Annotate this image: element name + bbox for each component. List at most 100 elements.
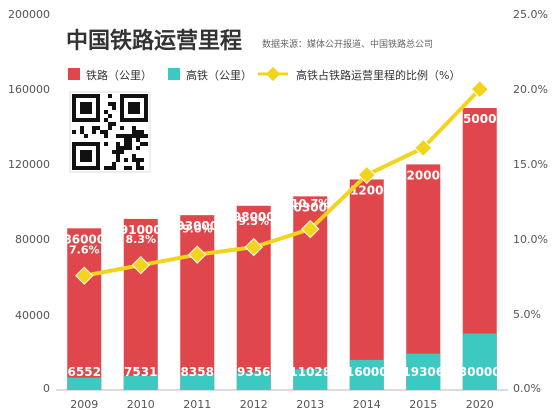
high-speed-bar xyxy=(180,374,215,390)
ratio-marker xyxy=(414,138,433,158)
legend-swatch-high-speed xyxy=(168,68,180,80)
railway-value-label: 93000 xyxy=(176,219,218,233)
qr-module xyxy=(100,130,104,134)
ratio-value-label: 14.3% xyxy=(348,143,386,156)
high-speed-bar xyxy=(236,372,271,390)
railway-bar xyxy=(180,215,215,390)
high-speed-value-label: 7531 xyxy=(124,365,157,379)
left-tick-label: 40000 xyxy=(15,309,50,322)
right-tick-label: 25.0% xyxy=(513,8,548,21)
qr-finder xyxy=(80,102,92,114)
qr-module xyxy=(136,146,140,150)
qr-module xyxy=(128,166,132,170)
qr-module xyxy=(92,126,96,130)
legend-swatch-ratio-marker xyxy=(265,66,281,82)
qr-module xyxy=(104,118,108,122)
qr-module xyxy=(140,130,144,134)
qr-module xyxy=(136,138,140,142)
qr-module xyxy=(144,134,148,138)
railway-bar xyxy=(349,179,384,390)
legend-label-ratio: 高铁占铁路运营里程的比例（%） xyxy=(296,68,460,82)
left-tick-label: 120000 xyxy=(8,158,50,171)
qr-module xyxy=(132,126,136,130)
qr-module xyxy=(112,150,116,154)
qr-module xyxy=(84,134,88,138)
qr-module xyxy=(116,158,120,162)
high-speed-value-label: 19306 xyxy=(402,365,444,379)
chart-title: 中国铁路运营里程 xyxy=(66,28,242,54)
qr-module xyxy=(128,146,132,150)
qr-module xyxy=(80,126,84,130)
qr-module xyxy=(132,134,136,138)
ratio-marker xyxy=(188,245,207,264)
left-tick-label: 80000 xyxy=(15,233,50,246)
qr-module xyxy=(104,110,108,114)
high-speed-bar xyxy=(67,377,102,390)
qr-module xyxy=(132,158,136,162)
qr-module xyxy=(128,134,132,138)
x-tick-label: 2010 xyxy=(127,398,155,411)
ratio-value-label: 7.6% xyxy=(69,244,100,257)
high-speed-bar xyxy=(462,333,497,390)
ratio-value-label: 10.7% xyxy=(291,197,329,210)
qr-module xyxy=(136,158,140,162)
x-tick-label: 2013 xyxy=(296,398,324,411)
qr-finder xyxy=(80,150,92,162)
high-speed-bar xyxy=(123,375,158,390)
qr-module xyxy=(128,138,132,142)
left-tick-label: 160000 xyxy=(8,83,50,96)
ratio-value-label: 20.0% xyxy=(461,57,499,70)
ratio-marker xyxy=(301,219,320,239)
left-axis-ticks: 0 40000 80000 120000 160000 200000 xyxy=(8,8,50,395)
qr-module xyxy=(116,134,120,138)
qr-module xyxy=(104,130,108,134)
qr-module xyxy=(104,166,108,170)
railway-value-label: 98000 xyxy=(233,210,275,224)
railway-bar xyxy=(67,228,102,390)
ratio-line xyxy=(83,87,482,278)
high-speed-value-labels: 6552 7531 8358 9356 11028 16000 19306 30000 xyxy=(68,365,501,379)
ratio-value-label: 9.0% xyxy=(182,223,213,236)
legend-label-railway: 铁路（公里） xyxy=(86,69,152,82)
qr-module xyxy=(108,102,112,106)
x-axis-ticks: 2009 2010 2011 2012 2013 2014 2015 2020 xyxy=(70,398,494,411)
qr-code-icon xyxy=(69,91,151,173)
railway-value-label: 120000 xyxy=(398,168,448,182)
ratio-marker xyxy=(131,255,150,275)
right-tick-label: 5.0% xyxy=(513,308,541,321)
high-speed-value-label: 16000 xyxy=(346,365,388,379)
qr-module xyxy=(112,162,116,166)
qr-module xyxy=(108,122,112,126)
qr-module xyxy=(116,146,120,150)
qr-module xyxy=(136,134,140,138)
qr-finder xyxy=(128,102,140,114)
x-tick-label: 2011 xyxy=(183,398,211,411)
qr-module xyxy=(120,134,124,138)
qr-module xyxy=(120,150,124,154)
left-tick-label: 200000 xyxy=(8,8,50,21)
ratio-marker xyxy=(244,237,263,257)
qr-module xyxy=(92,130,96,134)
railway-bar xyxy=(236,205,271,390)
legend-swatch-railway xyxy=(68,68,80,80)
qr-module xyxy=(104,142,108,146)
qr-module xyxy=(116,150,120,154)
qr-module xyxy=(128,142,132,146)
qr-module xyxy=(140,142,144,146)
railway-value-label: 91000 xyxy=(120,223,162,237)
legend-label-high-speed: 高铁（公里） xyxy=(186,68,252,82)
qr-module xyxy=(116,142,120,146)
qr-module xyxy=(124,158,128,162)
railway-value-label: 103000 xyxy=(285,200,335,214)
qr-module xyxy=(124,146,128,150)
x-tick-label: 2020 xyxy=(466,398,494,411)
high-speed-bars xyxy=(67,333,497,390)
ratio-marker xyxy=(470,80,489,99)
right-tick-label: 10.0% xyxy=(513,233,548,246)
right-axis-ticks: 0.0% 5.0% 10.0% 15.0% 20.0% 25.0% xyxy=(513,8,548,395)
qr-module xyxy=(124,134,128,138)
x-tick-label: 2015 xyxy=(409,398,437,411)
qr-module xyxy=(108,126,112,130)
